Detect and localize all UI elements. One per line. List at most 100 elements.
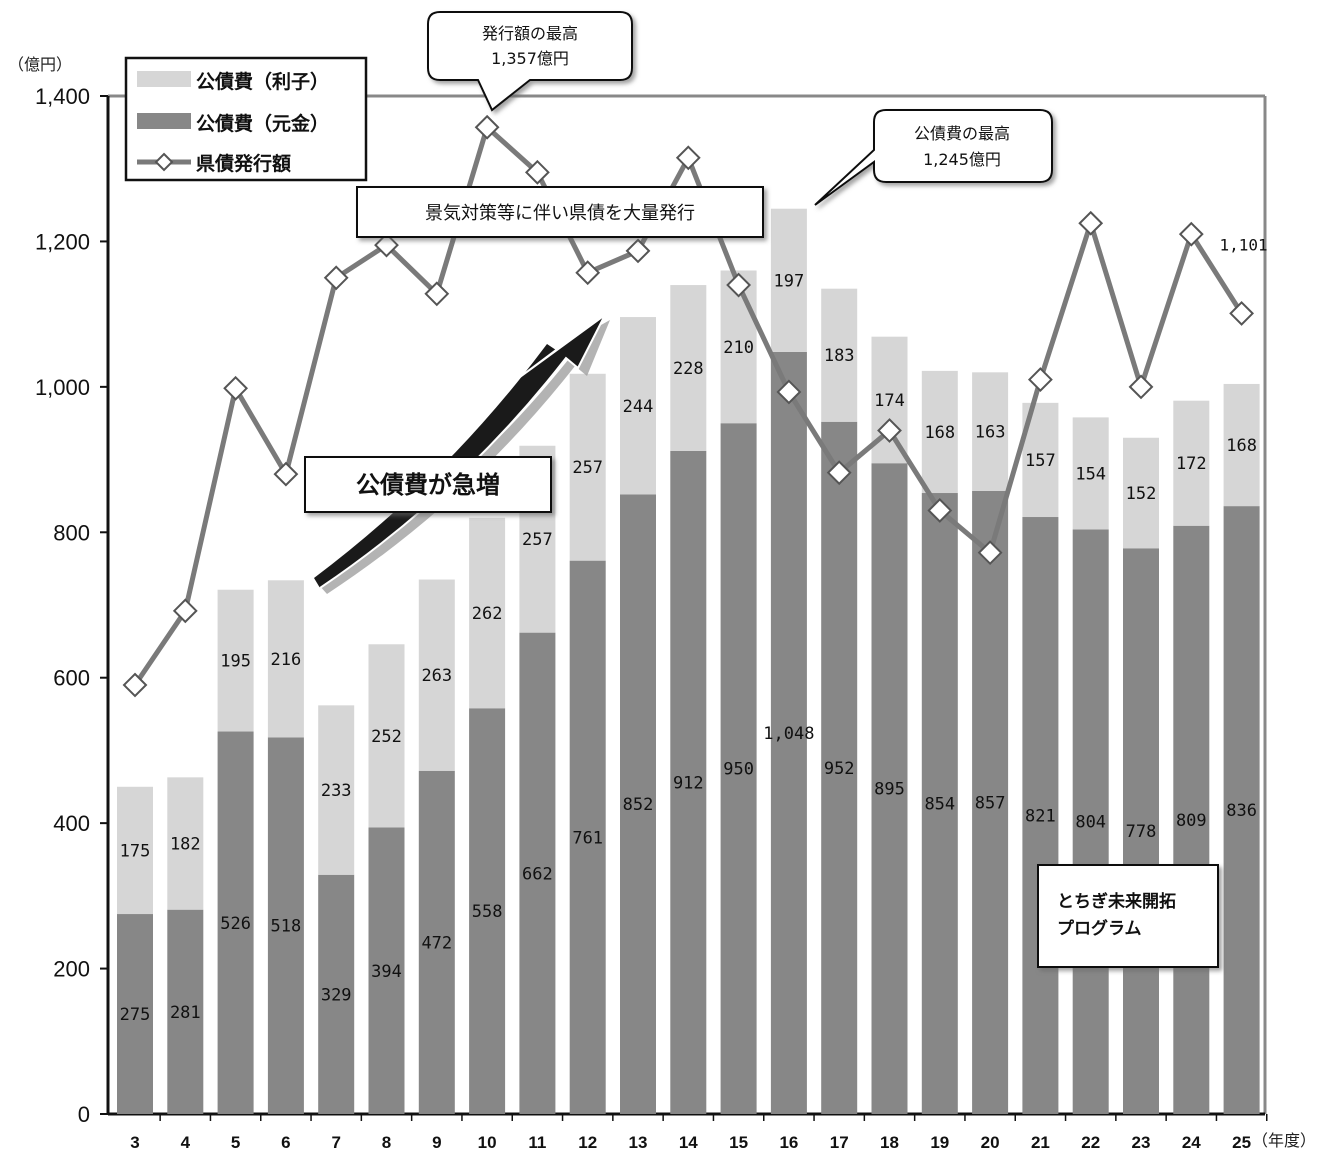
data-label-interest: 244 xyxy=(623,397,654,417)
data-label-principal: 857 xyxy=(975,793,1006,813)
issuance-marker xyxy=(1128,374,1154,400)
legend-item-principal: 公債費（元金） xyxy=(196,112,329,135)
y-tick-label: 800 xyxy=(53,520,90,545)
bar-interest xyxy=(418,579,455,771)
legend-swatch-principal xyxy=(137,113,191,129)
data-label-interest: 152 xyxy=(1126,484,1157,504)
data-label-principal: 761 xyxy=(572,828,603,848)
x-tick-label: 11 xyxy=(528,1133,546,1152)
data-label-interest: 262 xyxy=(472,604,503,624)
x-tick-label: 3 xyxy=(130,1133,139,1152)
callout-debt-peak-bubble xyxy=(814,109,1053,206)
program-box xyxy=(1037,864,1219,968)
data-label-principal: 558 xyxy=(472,902,503,922)
bar-principal xyxy=(871,463,908,1114)
bar-interest xyxy=(569,373,606,561)
bar-principal xyxy=(1022,517,1059,1114)
issuance-marker xyxy=(122,672,148,698)
callout-issuance-peak xyxy=(427,11,633,112)
x-tick-label: 17 xyxy=(830,1133,849,1152)
bar-interest xyxy=(318,705,355,875)
x-tick-label: 5 xyxy=(231,1133,240,1152)
issuance-marker xyxy=(524,159,550,185)
issuance-marker xyxy=(1178,221,1204,247)
x-tick-label: 23 xyxy=(1132,1133,1151,1152)
x-tick-label: 19 xyxy=(930,1133,949,1152)
bars: 275 175 281 182 526 195 518 216 329 233 394 252 472 2… xyxy=(117,208,1260,1115)
data-label-principal: 912 xyxy=(673,773,704,793)
x-tick-label: 13 xyxy=(629,1133,648,1152)
bar-principal xyxy=(469,708,506,1114)
bar-principal xyxy=(670,450,707,1114)
surge-arrow-body xyxy=(314,315,605,588)
issuance-marker xyxy=(424,281,450,307)
issuance-marker xyxy=(826,460,852,486)
callout-debt-peak-line1: 公債費の最高 xyxy=(914,124,1010,143)
bar-principal xyxy=(720,423,757,1114)
bar-principal xyxy=(167,909,204,1114)
bar-principal xyxy=(1123,548,1159,1114)
data-label-interest: 174 xyxy=(874,391,905,411)
bar-principal xyxy=(770,351,807,1114)
issuance-marker xyxy=(374,232,399,258)
y-unit-label: （億円） xyxy=(8,55,72,74)
data-label-principal: 950 xyxy=(723,760,754,780)
y-axis-ticks: 0 200 400 600 800 1,000 1,200 1,400 xyxy=(35,84,108,1127)
y-tick-label: 1,400 xyxy=(35,84,90,109)
data-label-interest: 154 xyxy=(1075,464,1106,484)
bar-principal xyxy=(1223,506,1260,1114)
data-label-principal: 804 xyxy=(1075,813,1106,833)
issuance-marker xyxy=(575,260,601,286)
bar-principal xyxy=(267,737,304,1114)
bar-principal xyxy=(519,632,556,1114)
callout-debt-peak-line2: 1,245億円 xyxy=(923,150,1001,169)
data-label-interest: 168 xyxy=(1226,436,1257,456)
issuance-marker xyxy=(675,145,701,171)
bar-interest xyxy=(217,589,254,732)
surge-box xyxy=(304,456,552,513)
y-tick-label: 600 xyxy=(53,666,90,691)
data-label-principal: 394 xyxy=(371,962,402,982)
bar-principal xyxy=(418,770,455,1114)
data-label-interest: 257 xyxy=(572,458,603,478)
data-label-interest: 228 xyxy=(673,359,704,379)
stimulus-box xyxy=(356,186,764,238)
x-tick-label: 24 xyxy=(1182,1133,1201,1152)
callout-debt-peak xyxy=(814,109,1053,206)
data-label-interest: 175 xyxy=(120,841,151,861)
x-tick-label: 12 xyxy=(578,1133,597,1152)
data-label-principal: 526 xyxy=(220,914,251,934)
data-label-principal: 281 xyxy=(170,1003,201,1023)
bar-principal xyxy=(569,560,606,1114)
y-tick-label: 1,000 xyxy=(35,375,90,400)
data-label-principal: 275 xyxy=(120,1005,151,1025)
bar-interest xyxy=(670,285,707,451)
data-label-principal: 1,048 xyxy=(763,724,814,744)
x-unit-label: （年度） xyxy=(1252,1131,1316,1150)
issuance-marker xyxy=(977,540,1003,566)
issuance-marker xyxy=(1027,367,1053,393)
bar-principal xyxy=(117,914,153,1114)
issuance-marker xyxy=(877,418,902,443)
issuance-marker xyxy=(223,375,249,401)
bar-interest xyxy=(1072,417,1109,530)
data-label-interest: 168 xyxy=(924,423,955,443)
bar-interest xyxy=(972,372,1009,491)
y-tick-label: 200 xyxy=(53,957,90,982)
data-label-interest: 157 xyxy=(1025,451,1056,471)
issuance-marker xyxy=(323,265,349,291)
data-label-principal: 895 xyxy=(874,780,905,800)
bar-interest xyxy=(921,370,958,494)
x-tick-label: 15 xyxy=(729,1133,748,1152)
data-label-interest: 163 xyxy=(975,423,1006,443)
data-label-interest: 172 xyxy=(1176,454,1207,474)
issuance-marker xyxy=(776,379,802,405)
bar-interest xyxy=(1223,383,1260,507)
stimulus-text: 景気対策等に伴い県債を大量発行 xyxy=(425,203,695,224)
x-tick-label: 4 xyxy=(181,1133,191,1152)
surge-text: 公債費が急増 xyxy=(356,471,500,499)
x-tick-label: 14 xyxy=(679,1133,698,1152)
data-label-interest: 197 xyxy=(774,271,805,291)
bar-interest xyxy=(620,317,656,495)
program-line2: プログラム xyxy=(1057,918,1142,939)
